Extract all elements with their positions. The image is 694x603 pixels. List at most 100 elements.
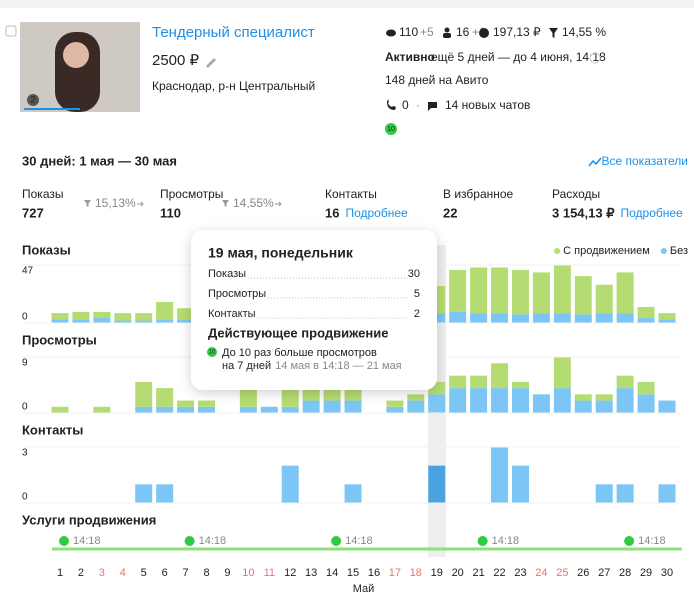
- bar: [177, 319, 195, 323]
- funnel-icon: [84, 200, 91, 207]
- bar: [470, 313, 488, 323]
- bar: [428, 394, 446, 413]
- bar: [449, 269, 467, 312]
- chats: 14 новых чатов: [445, 98, 530, 112]
- bar: [156, 406, 174, 413]
- top-strip: [0, 0, 694, 8]
- metric-label: Показы: [22, 187, 63, 201]
- x-tick-label: 29: [640, 567, 652, 579]
- bar: [553, 265, 571, 314]
- y-tick-label: 47: [22, 266, 34, 277]
- separator: ·: [416, 98, 420, 112]
- x-tick-label: 6: [162, 567, 168, 579]
- bar: [574, 276, 592, 315]
- x-tick-label: 14: [326, 567, 338, 579]
- bar: [491, 363, 509, 389]
- bar: [260, 406, 278, 413]
- bar: [281, 406, 299, 413]
- bar: [281, 388, 299, 407]
- bar: [281, 465, 299, 503]
- tooltip-duration: на 7 дней: [222, 360, 271, 372]
- tooltip-row-label: Просмотры: [208, 288, 266, 300]
- bar: [72, 311, 90, 320]
- bar: [386, 406, 404, 413]
- bar: [239, 406, 257, 413]
- edit-icon[interactable]: [206, 58, 216, 68]
- metric-change: 15,13%: [95, 196, 136, 210]
- bar: [135, 381, 153, 407]
- bar: [637, 318, 655, 323]
- metric-value: 110: [160, 205, 181, 220]
- tooltip-row-value: 30: [408, 268, 420, 280]
- bar: [616, 272, 634, 314]
- bar: [407, 394, 425, 401]
- promotion-marker: [59, 536, 69, 546]
- x-tick-label: 11: [264, 567, 275, 579]
- tooltip-row-label: Контакты: [208, 308, 256, 320]
- tooltip-text: До 10 раз больше просмотров: [222, 347, 377, 359]
- photo-count: 2: [30, 94, 35, 104]
- photo-count-badge: [27, 94, 39, 106]
- x-tick-label: 26: [577, 567, 589, 579]
- details-link[interactable]: Подробнее: [621, 206, 684, 220]
- checkbox[interactable]: [5, 25, 17, 37]
- phone-icon: [387, 99, 396, 110]
- bar: [428, 465, 446, 503]
- contacts: 16: [456, 25, 470, 39]
- x-tick-label: 1: [57, 567, 63, 579]
- bar: [574, 400, 592, 413]
- x-tick-label: 27: [598, 567, 610, 579]
- days-on-site: 148 дней на Авито: [385, 73, 489, 87]
- bar: [532, 313, 550, 323]
- spent: 197,13 ₽: [493, 25, 541, 39]
- views-delta: +5: [420, 25, 434, 39]
- bar: [135, 484, 153, 503]
- legend-label: Без: [670, 245, 688, 257]
- x-tick-label: 24: [535, 567, 547, 579]
- tooltip-box: [191, 230, 437, 390]
- bar: [595, 394, 613, 401]
- x-tick-label: 3: [99, 567, 105, 579]
- eye-icon: [386, 29, 396, 37]
- listing-title[interactable]: Тендерный специалист: [152, 24, 315, 41]
- x-tick-label: 20: [452, 567, 464, 579]
- funnel-icon: [222, 200, 229, 207]
- arrow-icon: [137, 201, 144, 207]
- active-label: Активно: [385, 50, 435, 64]
- x-tick-label: 9: [224, 567, 230, 579]
- bar: [511, 388, 529, 413]
- bar: [344, 388, 362, 401]
- y-tick-label: 0: [22, 402, 28, 413]
- x-tick-label: 8: [203, 567, 209, 579]
- bar: [386, 400, 404, 407]
- x-tick-label: 15: [347, 567, 359, 579]
- bar: [449, 388, 467, 413]
- bar: [135, 320, 153, 323]
- bar: [491, 313, 509, 323]
- bar: [511, 381, 529, 389]
- arrow-icon: [275, 201, 282, 207]
- photo-progress: [24, 108, 80, 110]
- period-title: 30 дней: 1 мая — 30 мая: [22, 153, 177, 168]
- promo-badge-text: 10: [387, 126, 395, 133]
- bar: [323, 400, 341, 413]
- metric-label: В избранное: [443, 187, 514, 201]
- promotion-time: 14:18: [638, 535, 666, 547]
- details-link[interactable]: Подробнее: [345, 206, 408, 220]
- conversion: 14,55 %: [562, 25, 606, 39]
- x-tick-label: 28: [619, 567, 631, 579]
- bar: [553, 388, 571, 413]
- y-tick-label: 3: [22, 448, 28, 459]
- promotion-time: 14:18: [73, 535, 101, 547]
- x-tick-label: 22: [493, 567, 505, 579]
- bar: [491, 267, 509, 314]
- bar: [658, 313, 676, 320]
- all-metrics-link[interactable]: Все показатели: [602, 154, 689, 168]
- bar: [616, 388, 634, 413]
- bar: [574, 314, 592, 323]
- bar: [553, 313, 571, 323]
- x-tick-label: 30: [661, 567, 673, 579]
- tooltip-badge: [207, 347, 217, 357]
- tooltip-row-value: 5: [414, 288, 420, 300]
